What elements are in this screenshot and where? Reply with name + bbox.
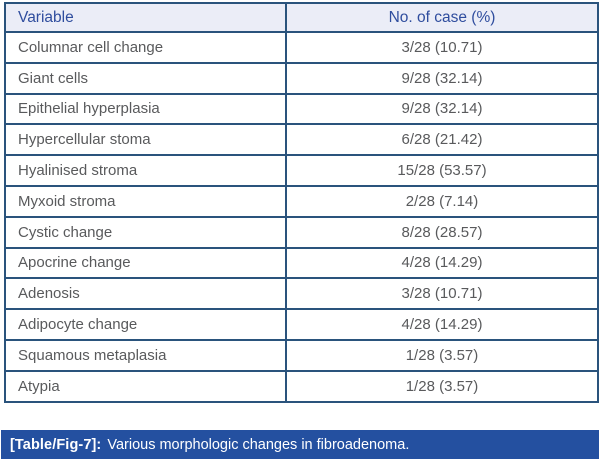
table-body: Columnar cell change 3/28 (10.71) Giant … bbox=[4, 31, 599, 403]
case-count-cell: 9/28 (32.14) bbox=[285, 61, 599, 95]
case-count-cell: 3/28 (10.71) bbox=[285, 277, 599, 311]
table-row: Apocrine change 4/28 (14.29) bbox=[4, 246, 599, 280]
variable-cell: Apocrine change bbox=[4, 246, 287, 280]
case-count-cell: 4/28 (14.29) bbox=[285, 308, 599, 341]
variable-cell: Atypia bbox=[4, 369, 287, 403]
case-count-cell: 9/28 (32.14) bbox=[285, 92, 599, 126]
table-caption-bar: [Table/Fig-7]: Various morphologic chang… bbox=[1, 430, 599, 459]
variable-cell: Myxoid stroma bbox=[4, 184, 287, 218]
case-count-cell: 4/28 (14.29) bbox=[285, 246, 599, 280]
caption-label: [Table/Fig-7]: bbox=[10, 436, 102, 453]
column-header-cases: No. of case (%) bbox=[285, 2, 599, 33]
table-row: Atypia 1/28 (3.57) bbox=[4, 369, 599, 403]
table-row: Columnar cell change 3/28 (10.71) bbox=[4, 31, 599, 64]
caption-text: Various morphologic changes in fibroaden… bbox=[107, 436, 410, 453]
table-row: Adenosis 3/28 (10.71) bbox=[4, 277, 599, 311]
table-row: Epithelial hyperplasia 9/28 (32.14) bbox=[4, 92, 599, 126]
table-row: Giant cells 9/28 (32.14) bbox=[4, 61, 599, 95]
table-header: Variable No. of case (%) bbox=[4, 2, 599, 33]
variable-cell: Giant cells bbox=[4, 61, 287, 95]
case-count-cell: 1/28 (3.57) bbox=[285, 338, 599, 372]
table-row: Hypercellular stoma 6/28 (21.42) bbox=[4, 123, 599, 157]
variable-cell: Columnar cell change bbox=[4, 31, 287, 64]
table-row: Myxoid stroma 2/28 (7.14) bbox=[4, 184, 599, 218]
header-row: Variable No. of case (%) bbox=[4, 2, 599, 33]
table-row: Cystic change 8/28 (28.57) bbox=[4, 215, 599, 249]
table-row: Adipocyte change 4/28 (14.29) bbox=[4, 308, 599, 341]
morphologic-changes-table: Variable No. of case (%) Columnar cell c… bbox=[4, 2, 599, 403]
table-row: Hyalinised stroma 15/28 (53.57) bbox=[4, 154, 599, 187]
variable-cell: Hypercellular stoma bbox=[4, 123, 287, 157]
case-count-cell: 3/28 (10.71) bbox=[285, 31, 599, 64]
variable-cell: Squamous metaplasia bbox=[4, 338, 287, 372]
column-header-variable: Variable bbox=[4, 2, 287, 33]
variable-cell: Adenosis bbox=[4, 277, 287, 311]
case-count-cell: 15/28 (53.57) bbox=[285, 154, 599, 187]
case-count-cell: 1/28 (3.57) bbox=[285, 369, 599, 403]
case-count-cell: 2/28 (7.14) bbox=[285, 184, 599, 218]
table-row: Squamous metaplasia 1/28 (3.57) bbox=[4, 338, 599, 372]
variable-cell: Epithelial hyperplasia bbox=[4, 92, 287, 126]
case-count-cell: 6/28 (21.42) bbox=[285, 123, 599, 157]
variable-cell: Adipocyte change bbox=[4, 308, 287, 341]
variable-cell: Cystic change bbox=[4, 215, 287, 249]
variable-cell: Hyalinised stroma bbox=[4, 154, 287, 187]
case-count-cell: 8/28 (28.57) bbox=[285, 215, 599, 249]
